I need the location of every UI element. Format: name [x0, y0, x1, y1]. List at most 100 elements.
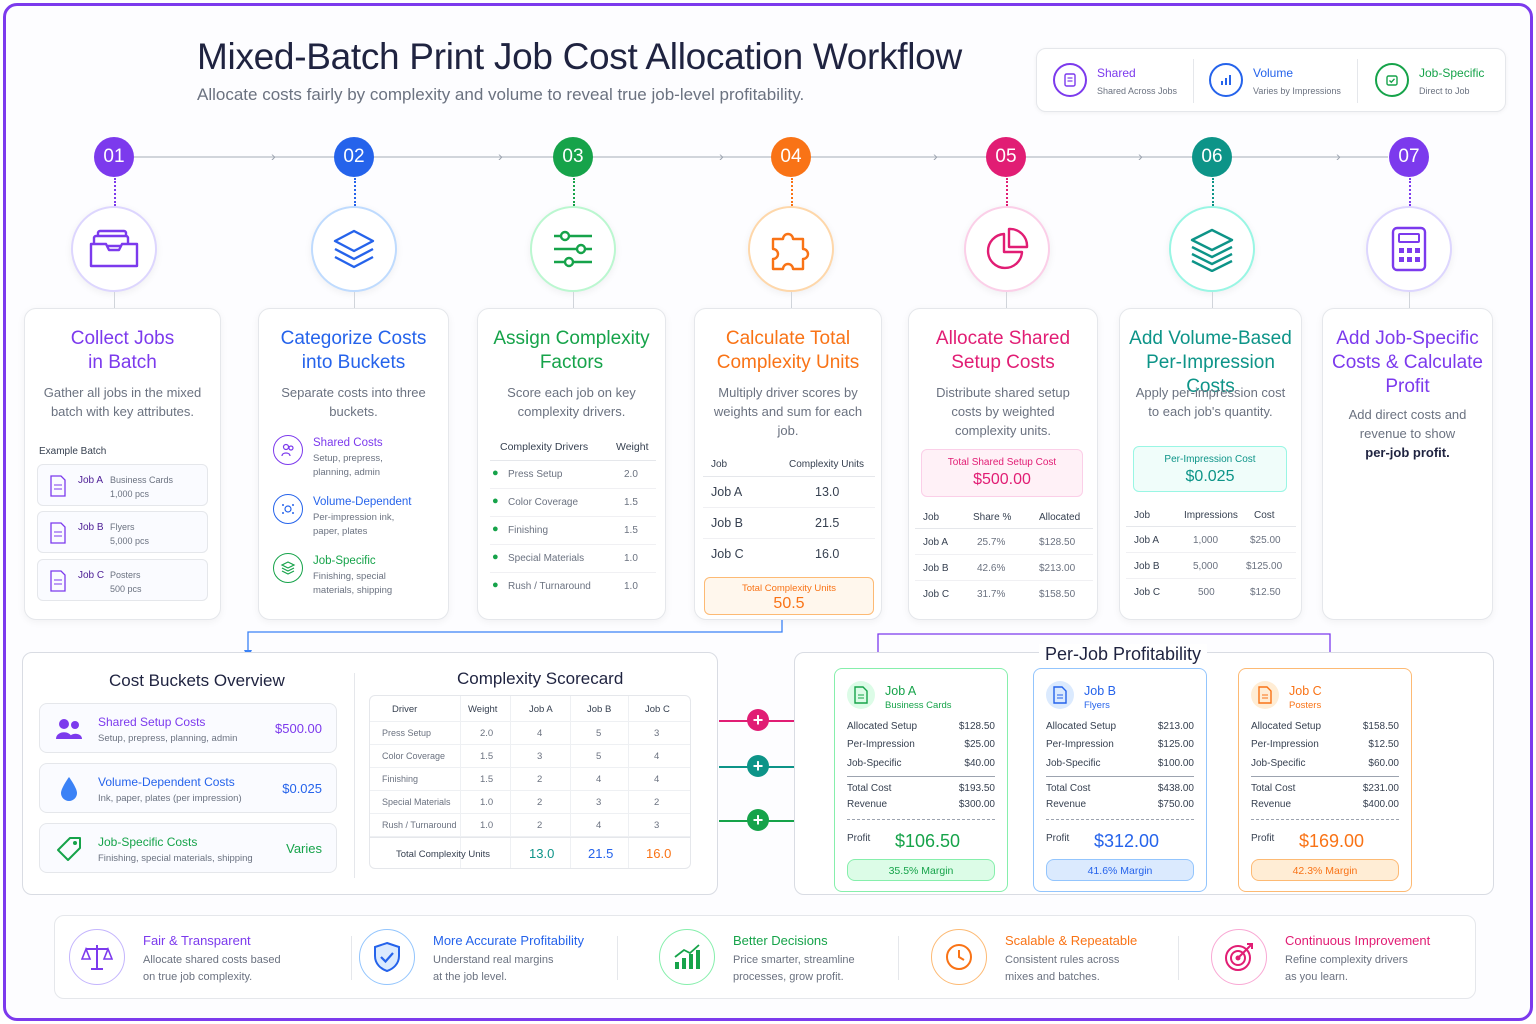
benefit-item: Scalable & Repeatable Consistent rules a…	[917, 916, 1187, 1000]
legend-volume-sub: Varies by Impressions	[1253, 86, 1341, 96]
step-description: Apply per-impression cost to each job's …	[1135, 385, 1286, 419]
stack-icon	[1169, 206, 1255, 292]
driver-name: Special Materials	[508, 553, 585, 564]
bucket-title: Shared Setup Costs	[98, 715, 206, 729]
bucket-desc: Setup, prepress, planning, admin	[98, 733, 238, 744]
job-name: Job A	[78, 475, 104, 486]
profit-card-job-a: Job A Business Cards Allocated Setup $128…	[834, 668, 1008, 892]
job-name: Job B	[711, 516, 743, 530]
job-type: Posters	[110, 570, 141, 580]
droplet-icon	[273, 494, 303, 524]
scorecard-title: Complexity Scorecard	[457, 669, 624, 688]
benefit-item: More Accurate Profitability Understand r…	[345, 916, 635, 1000]
profit-value: $312.00	[1094, 831, 1160, 851]
step-description: Separate costs into three buckets.	[281, 385, 426, 419]
benefit-title: Continuous Improvement	[1285, 933, 1431, 948]
cost-bucket-shared: Shared Setup Costs Setup, prepress, plan…	[39, 703, 337, 753]
step-title: Add Volume-Based Per-Impression Costs	[1129, 328, 1292, 397]
cost-bucket-job-specific: Job-Specific Costs Finishing, special ma…	[39, 823, 337, 873]
total-job-b: 21.5	[588, 846, 614, 861]
legend-volume-title: Volume	[1253, 66, 1294, 80]
job-name: Job C	[78, 570, 105, 581]
bucket-desc: Setup, prepress, planning, admin	[313, 453, 383, 478]
benefit-item: Better Decisions Price smarter, streamli…	[645, 916, 915, 1000]
legend-shared-sub: Shared Across Jobs	[1097, 86, 1178, 96]
job-name: Job A	[1134, 535, 1160, 546]
shared-cost-callout: Total Shared Setup Cost $500.00	[921, 449, 1083, 497]
driver-weight: 1.5	[624, 525, 638, 536]
margin-badge: 35.5% Margin	[847, 859, 995, 881]
impressions-table: Job Impressions Cost Job A 1,000 $25.00 Job …	[1126, 505, 1296, 605]
profit-label: Profit	[1251, 833, 1275, 844]
column-header: Cost	[1254, 510, 1275, 521]
column-header: Job	[923, 512, 940, 523]
calculator-icon	[1366, 206, 1452, 292]
job-type: Business Cards	[110, 475, 174, 485]
bucket-value: $0.025	[282, 781, 322, 796]
job-name: Job C	[1134, 587, 1161, 598]
column-header: Complexity Units	[789, 459, 865, 470]
step-card-complexity: Assign Complexity Factors Score each job …	[477, 308, 666, 620]
legend-job-specific-sub: Direct to Job	[1419, 86, 1470, 96]
step-number: 05	[986, 137, 1026, 177]
benefit-item: Continuous Improvement Refine complexity…	[1197, 916, 1477, 1000]
benefit-desc: Refine complexity drivers as you learn.	[1285, 954, 1408, 983]
driver-name: Press Setup	[508, 469, 563, 480]
allocated-amount: $128.50	[1039, 537, 1076, 548]
complexity-units: 13.0	[815, 485, 840, 499]
impressions: 1,000	[1193, 535, 1219, 546]
sliders-icon	[530, 206, 616, 292]
benefits-bar: Fair & Transparent Allocate shared costs…	[54, 915, 1476, 999]
totals-row: Total Complexity Units 13.0 21.5 16.0	[370, 837, 690, 868]
benefit-title: Scalable & Repeatable	[1005, 933, 1138, 948]
benefit-item: Fair & Transparent Allocate shared costs…	[55, 916, 345, 1000]
table-row: Special Materials 1.0 2 3 2	[370, 791, 690, 814]
legend: Shared Shared Across Jobs Volume Varies …	[1036, 48, 1506, 112]
driver-name: Color Coverage	[508, 497, 579, 508]
bucket-value: $500.00	[275, 721, 322, 736]
benefit-title: Fair & Transparent	[143, 933, 251, 948]
units-table: Job Complexity Units Job A 13.0 Job B 21.5 …	[703, 451, 875, 573]
job-name: Job B	[78, 522, 104, 533]
job-name: Job A	[711, 485, 743, 499]
shield-check-icon	[359, 929, 415, 985]
step-title: Add Job-Specific Costs & Calculate Profit	[1331, 328, 1483, 397]
bucket-title: Volume-Dependent Costs	[98, 775, 235, 789]
plus-icon: +	[747, 709, 769, 731]
per-impression-callout: Per-Impression Cost $0.025	[1133, 446, 1287, 492]
profit-value: $106.50	[895, 831, 961, 851]
table-row: Finishing 1.5 2 4 4	[370, 768, 690, 791]
totals-label: Total Complexity Units	[396, 849, 490, 860]
callout-value: 50.5	[773, 595, 805, 612]
step-description: Add direct costs and revenue to show per-…	[1348, 407, 1467, 460]
profit-label: Profit	[847, 833, 871, 844]
chart-icon	[1209, 63, 1243, 97]
step-description: Multiply driver scores by weights and su…	[713, 385, 863, 438]
batch-job-item: Job A Business Cards 1,000 pcs	[37, 464, 208, 506]
plus-icon: +	[747, 755, 769, 777]
column-header: Job B	[587, 704, 612, 715]
table-row: Color Coverage 1.5 3 5 4	[370, 745, 690, 768]
scorecard-section: Complexity Scorecard Driver Weight Job A…	[355, 653, 719, 896]
step-card-allocate-shared: Allocate Shared Setup Costs Distribute sh…	[908, 308, 1098, 620]
bucket-title: Job-Specific Costs	[98, 835, 198, 849]
step-number: 02	[334, 137, 374, 177]
step-title: Calculate Total Complexity Units	[716, 328, 860, 373]
target-icon	[1211, 929, 1267, 985]
profit-card-job-b: Job B Flyers Allocated Setup $213.00 Per-…	[1033, 668, 1207, 892]
bucket-title: Shared Costs	[313, 437, 383, 449]
job-name: Job A	[923, 537, 949, 548]
column-header: Job A	[529, 704, 553, 715]
cost-buckets-title: Cost Buckets Overview	[109, 671, 285, 690]
driver-name: Finishing	[508, 525, 549, 536]
total-job-a: 13.0	[529, 846, 555, 861]
column-header: Allocated	[1039, 512, 1081, 523]
file-icon	[48, 474, 68, 503]
total-units-callout: Total Complexity Units 50.5	[704, 577, 874, 615]
chevron-right-icon: ›	[498, 148, 503, 164]
margin-badge: 41.6% Margin	[1046, 859, 1194, 881]
column-header: Job	[711, 459, 728, 470]
people-icon	[54, 714, 84, 744]
profit-job-name: Job C	[1289, 684, 1322, 698]
step-card-categorize: Categorize Costs into Buckets Separate co…	[258, 308, 449, 620]
